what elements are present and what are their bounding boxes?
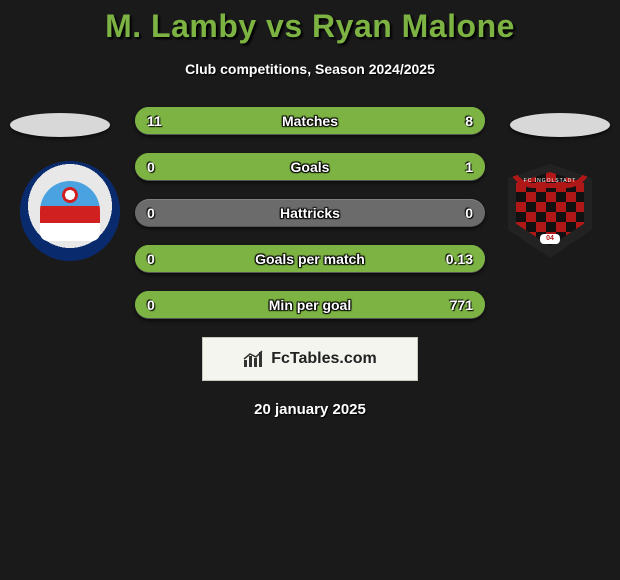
stat-bar: 11 Matches 8 (135, 107, 485, 135)
stat-value-right: 8 (465, 113, 473, 129)
unterhaching-crest-icon (40, 181, 100, 241)
stat-value-left: 0 (147, 205, 155, 221)
watermark: FcTables.com (202, 337, 418, 381)
player-left-platform (10, 113, 110, 137)
stat-value-right: 0 (465, 205, 473, 221)
page-title: M. Lamby vs Ryan Malone (0, 0, 620, 45)
stat-value-left: 0 (147, 297, 155, 313)
stat-label: Hattricks (280, 205, 340, 221)
watermark-text: FcTables.com (271, 350, 377, 368)
stat-label: Min per goal (269, 297, 351, 313)
comparison-panel: FC INGOLSTADT 04 11 Matches 8 0 Goals 1 0 Hattr… (0, 107, 620, 418)
subtitle: Club competitions, Season 2024/2025 (0, 61, 620, 77)
stat-value-left: 11 (147, 113, 162, 129)
ingolstadt-crest-icon: FC INGOLSTADT 04 (508, 164, 592, 258)
stat-label: Matches (282, 113, 338, 129)
stat-bar: 0 Min per goal 771 (135, 291, 485, 319)
stat-value-right: 1 (465, 159, 473, 175)
stat-bars: 11 Matches 8 0 Goals 1 0 Hattricks 0 0 Goals per m… (135, 107, 485, 319)
ingolstadt-ring: FC INGOLSTADT (508, 162, 592, 188)
date-label: 20 january 2025 (0, 401, 620, 418)
stat-label: Goals (291, 159, 330, 175)
club-badge-left (20, 161, 120, 261)
stat-bar: 0 Hattricks 0 (135, 199, 485, 227)
stat-label: Goals per match (255, 251, 365, 267)
stat-value-right: 771 (450, 297, 473, 313)
club-badge-right: FC INGOLSTADT 04 (500, 161, 600, 261)
stat-value-left: 0 (147, 159, 155, 175)
stat-fill-right (338, 107, 485, 134)
stat-bar: 0 Goals 1 (135, 153, 485, 181)
chart-icon (243, 350, 265, 368)
player-right-platform (510, 113, 610, 137)
stat-bar: 0 Goals per match 0.13 (135, 245, 485, 273)
ingolstadt-year-pill: 04 (540, 234, 560, 244)
stat-value-right: 0.13 (446, 251, 473, 267)
stat-value-left: 0 (147, 251, 155, 267)
